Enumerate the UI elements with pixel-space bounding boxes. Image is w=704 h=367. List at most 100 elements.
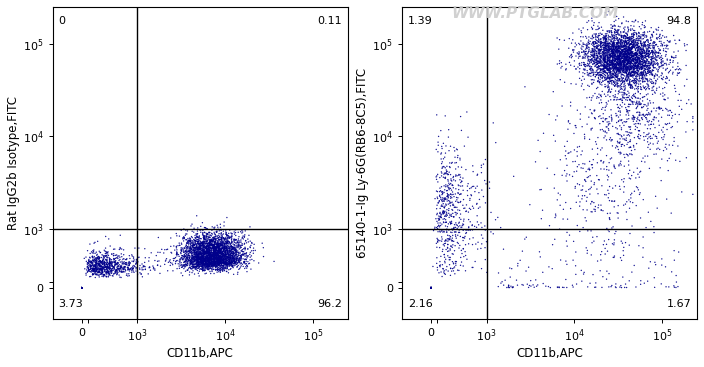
Point [646, 50, 657, 55]
Point [225, 242, 236, 248]
Point [607, 58, 618, 64]
Point [641, 70, 652, 76]
Point [92, 265, 103, 271]
Point [214, 256, 225, 262]
Point [194, 251, 205, 257]
Point [469, 224, 480, 229]
Point [197, 268, 208, 274]
Point [212, 257, 223, 262]
Point [641, 51, 653, 57]
Point [185, 245, 196, 251]
Point [630, 52, 641, 58]
Point [186, 243, 197, 249]
Point [189, 247, 201, 253]
Point [637, 57, 648, 63]
Point [201, 261, 212, 267]
Point [182, 258, 194, 264]
Point [617, 48, 628, 54]
Point [598, 61, 610, 67]
Point [607, 54, 618, 60]
Point [190, 255, 201, 261]
Point [625, 41, 636, 47]
Point [629, 40, 640, 46]
Point [135, 271, 146, 277]
Point [194, 255, 206, 261]
Point [218, 241, 229, 247]
Point [425, 285, 436, 291]
Point [606, 29, 617, 35]
Point [213, 256, 225, 262]
Point [224, 247, 235, 252]
Point [88, 258, 99, 264]
Point [205, 259, 216, 265]
Point [598, 55, 609, 61]
Point [624, 55, 635, 61]
Point [604, 72, 615, 78]
Point [627, 269, 638, 275]
Point [206, 250, 218, 256]
Point [184, 250, 196, 256]
Point [632, 62, 643, 68]
Point [624, 34, 635, 40]
Point [207, 257, 218, 263]
Point [561, 171, 572, 177]
Point [608, 61, 619, 66]
Point [643, 63, 655, 69]
Point [618, 65, 629, 71]
Point [206, 248, 218, 254]
Point [636, 53, 647, 59]
Point [627, 56, 639, 62]
Point [599, 65, 610, 70]
Point [203, 258, 215, 264]
Point [643, 122, 655, 128]
Point [584, 45, 595, 51]
Point [582, 43, 593, 49]
Point [603, 122, 614, 128]
Point [213, 247, 224, 252]
Point [616, 38, 627, 44]
Point [235, 244, 246, 250]
Point [601, 241, 612, 247]
Point [210, 253, 222, 259]
Point [202, 243, 213, 249]
Point [638, 245, 649, 251]
Point [595, 42, 606, 48]
Point [599, 59, 610, 65]
Point [597, 119, 608, 124]
Point [201, 262, 212, 268]
Point [216, 243, 227, 248]
Point [624, 56, 636, 62]
Point [212, 248, 223, 254]
Point [635, 52, 646, 58]
Point [455, 174, 466, 180]
Point [221, 252, 232, 258]
Point [221, 268, 232, 274]
Point [109, 258, 120, 264]
Point [203, 259, 215, 265]
Point [95, 250, 106, 255]
Point [87, 266, 99, 272]
Point [187, 255, 198, 261]
Point [620, 61, 631, 67]
Point [207, 262, 218, 268]
Point [215, 228, 227, 233]
Point [187, 252, 198, 258]
Point [565, 62, 577, 68]
Point [636, 70, 647, 76]
Point [104, 261, 115, 267]
Point [586, 209, 598, 215]
Point [214, 246, 225, 252]
Point [618, 62, 629, 68]
Point [203, 241, 215, 247]
Point [614, 37, 625, 43]
Point [530, 277, 541, 283]
Point [119, 261, 130, 266]
Point [218, 259, 229, 265]
Point [192, 259, 203, 265]
Point [128, 262, 139, 268]
Point [97, 265, 108, 271]
Point [220, 243, 231, 249]
Point [621, 39, 632, 45]
Point [636, 50, 648, 56]
Point [99, 259, 111, 265]
